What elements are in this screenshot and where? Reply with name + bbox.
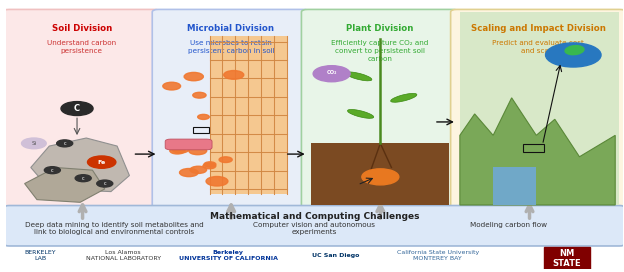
Text: Soil Division: Soil Division xyxy=(52,24,112,33)
Text: Predict and evaluate cost
and scale: Predict and evaluate cost and scale xyxy=(492,40,584,54)
Text: Modeling carbon flow: Modeling carbon flow xyxy=(470,222,547,228)
Text: California State University
MONTEREY BAY: California State University MONTEREY BAY xyxy=(396,251,479,261)
Text: NM
STATE: NM STATE xyxy=(553,249,582,268)
Text: Microbial Division: Microbial Division xyxy=(187,24,275,33)
Circle shape xyxy=(57,140,73,147)
Circle shape xyxy=(545,43,601,67)
Text: Fe: Fe xyxy=(97,160,106,165)
Circle shape xyxy=(224,70,244,79)
Circle shape xyxy=(180,169,198,177)
Circle shape xyxy=(97,180,113,187)
Text: c: c xyxy=(51,168,54,173)
Ellipse shape xyxy=(346,72,372,81)
Text: Berkeley
UNIVERSITY OF CALIFORNIA: Berkeley UNIVERSITY OF CALIFORNIA xyxy=(178,251,278,261)
Text: Scaling and Impact Division: Scaling and Impact Division xyxy=(470,24,605,33)
Circle shape xyxy=(87,156,116,168)
Circle shape xyxy=(193,92,206,98)
Text: Efficiently capture CO₂ and
convert to persistent soil
carbon: Efficiently capture CO₂ and convert to p… xyxy=(331,40,429,62)
FancyBboxPatch shape xyxy=(4,206,624,246)
Ellipse shape xyxy=(564,45,585,55)
Circle shape xyxy=(313,66,350,82)
Text: c: c xyxy=(104,181,106,186)
Text: C: C xyxy=(74,104,80,113)
Ellipse shape xyxy=(348,110,374,118)
Circle shape xyxy=(198,115,209,119)
FancyBboxPatch shape xyxy=(210,36,286,194)
Text: Understand carbon
persistence: Understand carbon persistence xyxy=(47,40,116,54)
FancyBboxPatch shape xyxy=(3,10,160,213)
Text: Si: Si xyxy=(31,141,36,146)
Text: Plant Division: Plant Division xyxy=(346,24,414,33)
Circle shape xyxy=(189,147,207,155)
Text: Computer vision and autonomous
experiments: Computer vision and autonomous experimen… xyxy=(253,222,376,235)
Circle shape xyxy=(44,167,61,174)
Polygon shape xyxy=(24,168,105,202)
Circle shape xyxy=(61,101,93,116)
Circle shape xyxy=(172,146,189,153)
Circle shape xyxy=(22,138,46,149)
Circle shape xyxy=(206,177,228,186)
Text: CO₂: CO₂ xyxy=(326,70,337,75)
Circle shape xyxy=(362,169,399,185)
Polygon shape xyxy=(31,138,129,191)
Circle shape xyxy=(190,166,207,174)
Text: Deep data mining to identify soil metabolites and
link to biological and environ: Deep data mining to identify soil metabo… xyxy=(24,222,203,235)
Circle shape xyxy=(170,147,185,154)
FancyBboxPatch shape xyxy=(460,12,619,205)
Text: c: c xyxy=(82,176,84,181)
Circle shape xyxy=(163,82,180,90)
Text: Los Alamos
NATIONAL LABORATORY: Los Alamos NATIONAL LABORATORY xyxy=(85,251,161,261)
FancyBboxPatch shape xyxy=(544,246,590,269)
Circle shape xyxy=(75,175,91,182)
Ellipse shape xyxy=(391,93,417,102)
Text: UC San Diego: UC San Diego xyxy=(312,254,359,258)
Circle shape xyxy=(219,157,232,162)
FancyBboxPatch shape xyxy=(152,10,310,213)
Text: Mathematical and Computing Challenges: Mathematical and Computing Challenges xyxy=(210,212,419,221)
Polygon shape xyxy=(311,143,449,205)
Text: Use microbes to retain
persistent carbon in soil: Use microbes to retain persistent carbon… xyxy=(188,40,274,54)
Circle shape xyxy=(204,162,216,167)
Circle shape xyxy=(184,72,203,81)
Circle shape xyxy=(203,163,216,169)
Text: BERKELEY
LAB: BERKELEY LAB xyxy=(24,251,56,261)
FancyBboxPatch shape xyxy=(165,139,212,150)
Polygon shape xyxy=(460,98,615,205)
Text: c: c xyxy=(64,141,66,146)
FancyBboxPatch shape xyxy=(451,10,624,213)
FancyBboxPatch shape xyxy=(301,10,459,213)
Polygon shape xyxy=(493,168,536,205)
